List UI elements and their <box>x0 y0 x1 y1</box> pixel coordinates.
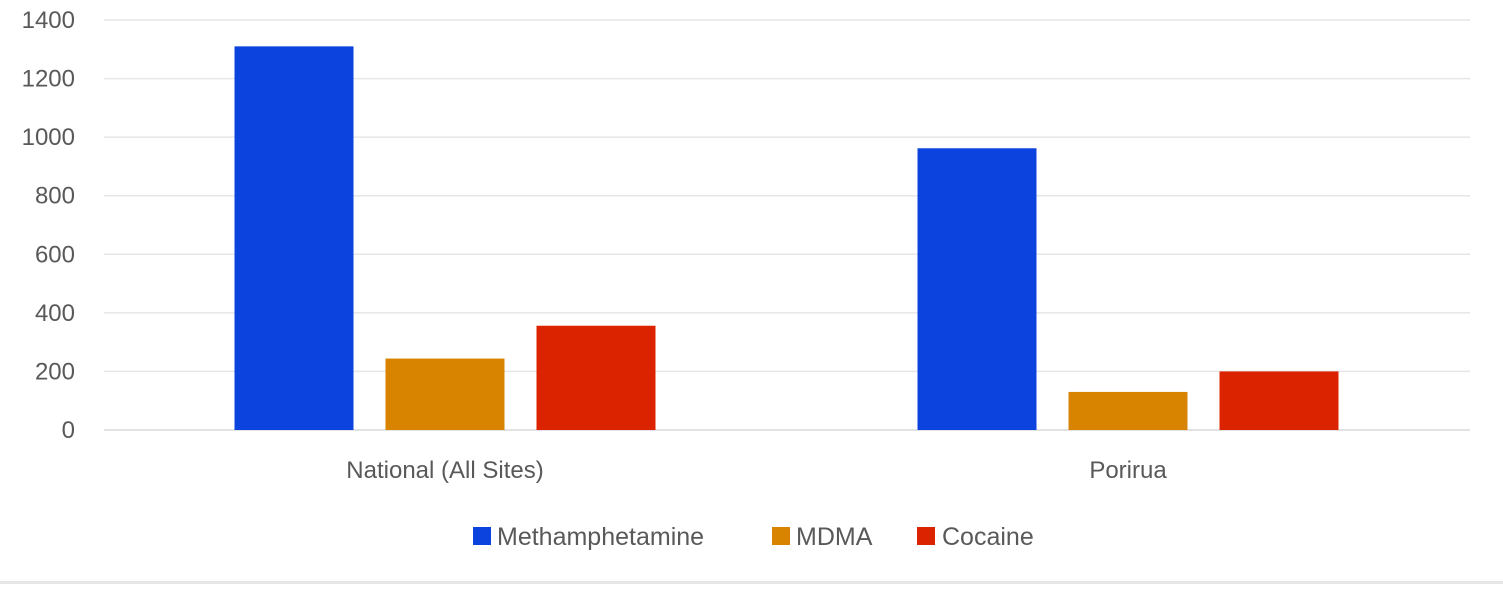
bars <box>234 46 1339 430</box>
x-category-label: National (All Sites) <box>346 457 543 484</box>
bar-mdma-1 <box>1068 391 1188 430</box>
frame-bottom-border <box>0 581 1503 584</box>
x-category-label: Porirua <box>1089 457 1167 484</box>
bar-mdma-0 <box>385 358 505 430</box>
bar-cocaine-0 <box>536 325 656 430</box>
bar-methamphetamine-1 <box>917 148 1037 430</box>
y-axis-ticks: 0 200 400 600 800 1000 1200 1400 <box>22 7 75 444</box>
legend-swatch-mdma <box>772 527 790 545</box>
y-tick-label: 1200 <box>22 66 75 93</box>
legend-swatch-methamphetamine <box>473 527 491 545</box>
legend: Methamphetamine MDMA Cocaine <box>473 523 1034 551</box>
y-tick-label: 0 <box>62 417 75 444</box>
legend-swatch-cocaine <box>917 527 935 545</box>
y-tick-label: 800 <box>35 183 75 210</box>
x-axis-categories: National (All Sites) Porirua <box>346 457 1167 484</box>
y-tick-label: 200 <box>35 358 75 385</box>
bar-methamphetamine-0 <box>234 46 354 430</box>
legend-label-mdma: MDMA <box>796 523 873 551</box>
legend-label-methamphetamine: Methamphetamine <box>497 523 704 551</box>
y-tick-label: 1000 <box>22 124 75 151</box>
y-tick-label: 600 <box>35 241 75 268</box>
y-tick-label: 1400 <box>22 7 75 34</box>
bar-cocaine-1 <box>1219 371 1339 430</box>
y-tick-label: 400 <box>35 300 75 327</box>
legend-label-cocaine: Cocaine <box>942 523 1034 551</box>
